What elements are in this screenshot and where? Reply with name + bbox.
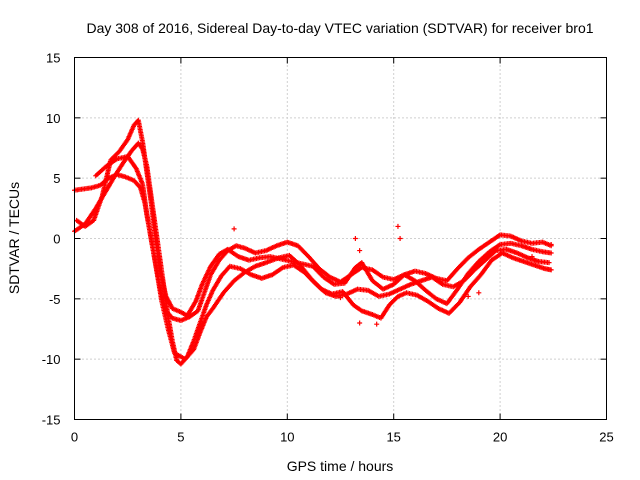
x-axis-label: GPS time / hours bbox=[287, 458, 394, 474]
data-point bbox=[395, 223, 401, 229]
x-tick-label: 25 bbox=[599, 430, 613, 445]
series-track-4 bbox=[93, 153, 554, 362]
data-point bbox=[357, 248, 363, 254]
data-point bbox=[548, 242, 554, 248]
data-point bbox=[397, 236, 403, 241]
data-point bbox=[548, 250, 554, 256]
y-tick-label: 10 bbox=[46, 111, 60, 126]
y-axis-label: SDTVAR / TECUs bbox=[6, 182, 22, 294]
chart-title: Day 308 of 2016, Sidereal Day-to-day VTE… bbox=[86, 20, 593, 36]
data-point bbox=[546, 260, 552, 266]
y-tick-label: 0 bbox=[53, 232, 60, 247]
x-tick-label: 15 bbox=[386, 430, 400, 445]
y-tick-label: 5 bbox=[53, 171, 60, 186]
y-tick-label: -10 bbox=[42, 352, 61, 367]
data-point bbox=[548, 267, 554, 273]
data-layer bbox=[72, 117, 554, 367]
data-point bbox=[352, 236, 358, 241]
y-tick-label: -15 bbox=[42, 413, 61, 428]
series-track-2 bbox=[72, 140, 552, 367]
x-tick-label: 0 bbox=[71, 430, 78, 445]
data-point bbox=[529, 254, 535, 260]
data-point bbox=[231, 226, 237, 232]
data-point bbox=[476, 290, 482, 296]
data-point bbox=[465, 293, 471, 299]
tick-layer: 0 5 10 15 20 25 -15 -10 -5 0 5 10 15 bbox=[42, 51, 614, 445]
x-tick-label: 10 bbox=[280, 430, 294, 445]
series-spikes bbox=[231, 223, 554, 327]
plot-frame bbox=[74, 57, 607, 420]
data-point bbox=[374, 321, 380, 327]
x-tick-label: 20 bbox=[493, 430, 507, 445]
y-tick-label: -5 bbox=[49, 292, 61, 307]
series-track-3 bbox=[74, 117, 554, 319]
y-tick-label: 15 bbox=[46, 51, 60, 66]
data-point bbox=[338, 295, 343, 301]
data-point bbox=[357, 320, 363, 326]
x-tick-label: 5 bbox=[177, 430, 184, 445]
